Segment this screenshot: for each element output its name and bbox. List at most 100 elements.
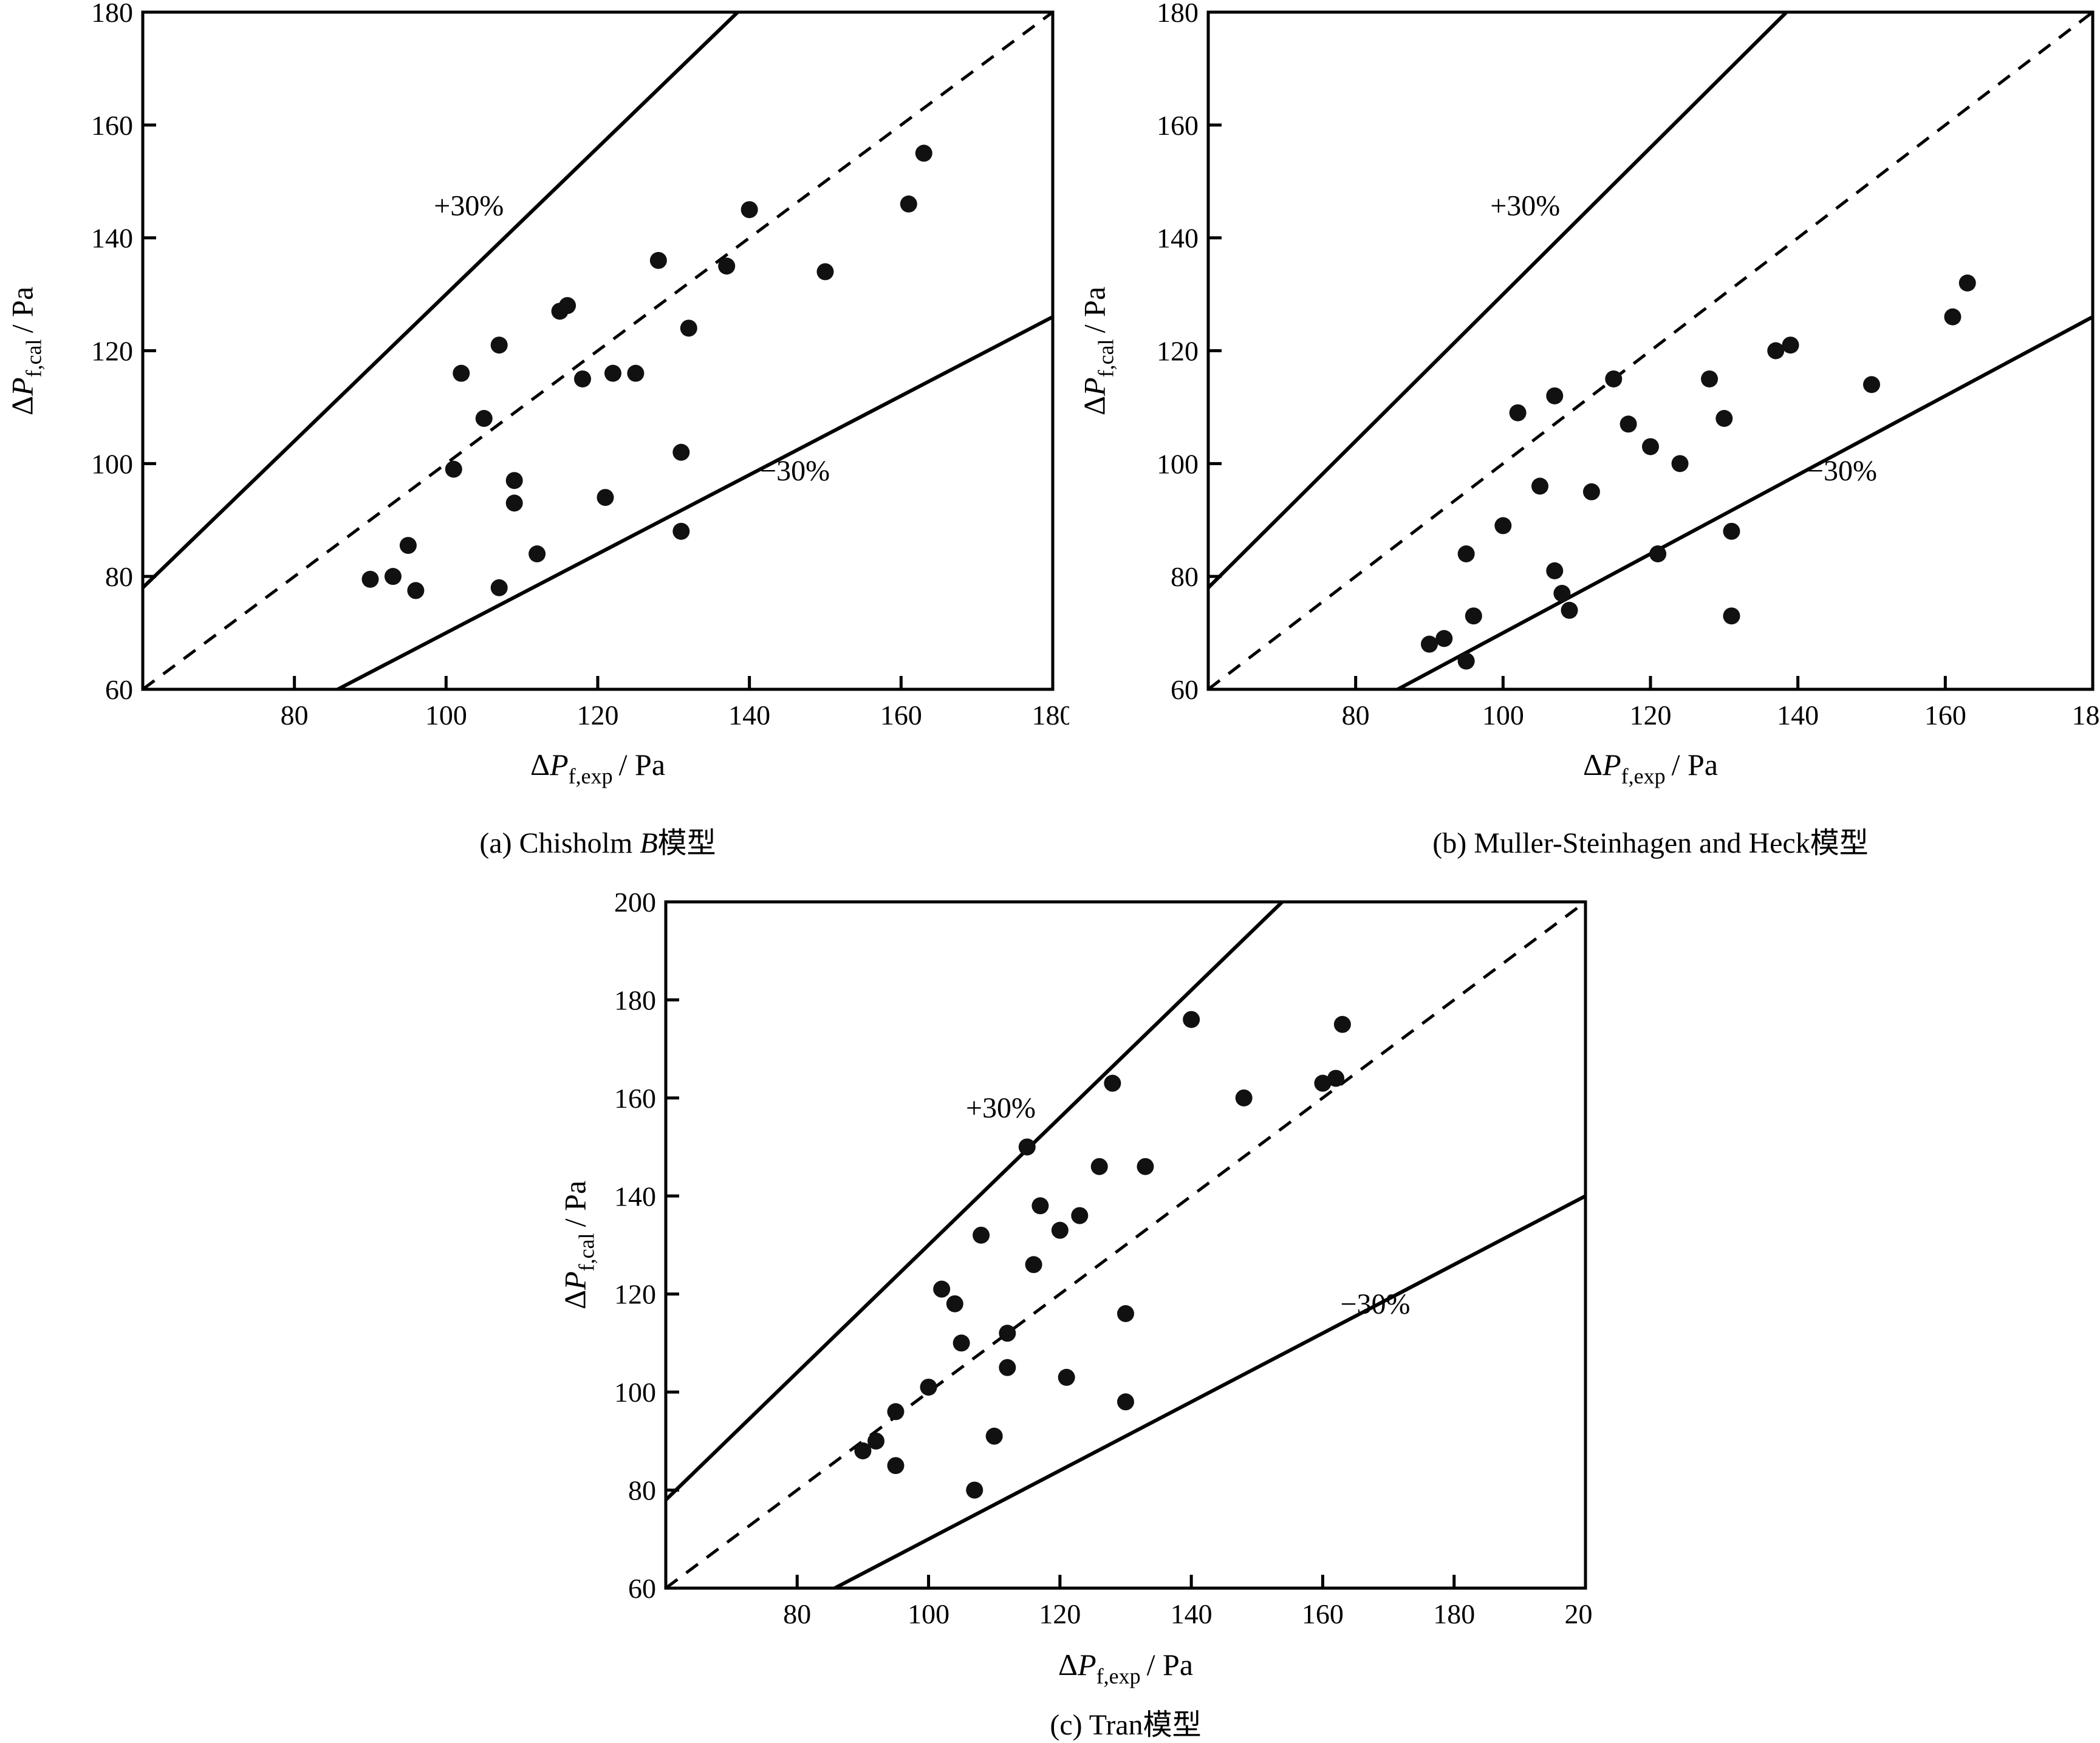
xlabel-delta: Δ bbox=[1058, 1648, 1078, 1682]
data-point bbox=[1672, 455, 1689, 472]
data-point bbox=[1620, 415, 1637, 432]
ylabel-symbol: P bbox=[1078, 377, 1112, 396]
data-point bbox=[597, 489, 614, 506]
caption-a: (a) Chisholm B模型 bbox=[143, 819, 1053, 861]
caption-b-prefix: (b) Muller-Steinhagen and Heck bbox=[1432, 827, 1810, 859]
y-tick-label: 80 bbox=[628, 1475, 656, 1506]
y-tick-label: 180 bbox=[1157, 0, 1199, 28]
y-tick-label: 160 bbox=[91, 110, 133, 141]
minus-30-line bbox=[1398, 317, 2093, 689]
plus-30-label: +30% bbox=[966, 1092, 1036, 1124]
x-tick-label: 100 bbox=[908, 1598, 949, 1629]
data-point bbox=[506, 472, 523, 489]
data-point bbox=[1701, 370, 1718, 387]
x-tick-label: 160 bbox=[1924, 700, 1966, 731]
data-point bbox=[1767, 343, 1784, 360]
data-point bbox=[741, 201, 758, 218]
xlabel-unit: / Pa bbox=[1147, 1648, 1193, 1682]
data-point bbox=[986, 1428, 1003, 1445]
ylabel-subscript: f,cal bbox=[575, 1233, 599, 1271]
y-axis-label-a: ΔPf,cal/ Pa bbox=[5, 287, 47, 415]
data-point bbox=[1583, 483, 1600, 500]
xlabel-delta: Δ bbox=[530, 748, 550, 782]
y-tick-label: 100 bbox=[91, 448, 133, 479]
caption-c-suffix: 模型 bbox=[1143, 1709, 1202, 1741]
data-point bbox=[1561, 602, 1578, 619]
data-point bbox=[1052, 1222, 1069, 1239]
panel-b: 801001201401601806080100120140160180+30%… bbox=[1031, 0, 2100, 862]
data-point bbox=[385, 568, 402, 585]
ylabel-unit: / Pa bbox=[1078, 287, 1112, 333]
data-point bbox=[966, 1482, 983, 1499]
chart-c-canvas: 8010012014016018020060801001201401601802… bbox=[522, 887, 1592, 1640]
y-tick-label: 160 bbox=[1157, 110, 1199, 141]
data-point bbox=[1058, 1369, 1075, 1386]
data-point bbox=[1183, 1011, 1200, 1028]
ylabel-delta: Δ bbox=[558, 1290, 592, 1309]
data-point bbox=[491, 336, 508, 353]
y-tick-label: 60 bbox=[628, 1573, 656, 1604]
caption-c: (c) Tran模型 bbox=[666, 1700, 1585, 1743]
data-point bbox=[888, 1457, 905, 1474]
data-point bbox=[491, 579, 508, 596]
x-tick-label: 180 bbox=[2072, 700, 2100, 731]
y-tick-label: 120 bbox=[1157, 336, 1199, 367]
data-point bbox=[1465, 607, 1482, 624]
data-point bbox=[1723, 523, 1740, 540]
xlabel-symbol: P bbox=[1602, 748, 1621, 782]
data-point bbox=[1117, 1305, 1134, 1322]
data-point bbox=[1863, 376, 1880, 393]
x-tick-label: 160 bbox=[1302, 1598, 1344, 1629]
data-point bbox=[1091, 1158, 1108, 1175]
y-tick-label: 180 bbox=[614, 984, 656, 1015]
caption-a-suffix: 模型 bbox=[658, 827, 716, 859]
y-tick-label: 180 bbox=[91, 0, 133, 28]
minus-30-label: −30% bbox=[760, 455, 830, 487]
data-point bbox=[1553, 585, 1570, 602]
data-point bbox=[1642, 438, 1659, 455]
data-point bbox=[1723, 607, 1740, 624]
data-point bbox=[1944, 309, 1961, 326]
data-point bbox=[1458, 653, 1475, 670]
caption-b: (b) Muller-Steinhagen and Heck模型 bbox=[1208, 819, 2093, 861]
data-point bbox=[1117, 1393, 1134, 1410]
plus-30-line bbox=[143, 12, 737, 588]
data-point bbox=[915, 145, 932, 162]
data-point bbox=[1494, 517, 1511, 534]
ylabel-symbol: P bbox=[5, 377, 39, 396]
data-point bbox=[1605, 370, 1622, 387]
data-point bbox=[453, 365, 470, 382]
data-point bbox=[900, 196, 917, 213]
x-tick-label: 140 bbox=[728, 700, 770, 731]
y-tick-label: 60 bbox=[105, 674, 133, 705]
data-point bbox=[362, 571, 379, 588]
y-tick-label: 140 bbox=[1157, 223, 1199, 254]
xlabel-unit: / Pa bbox=[1672, 748, 1718, 782]
y-axis-label-c: ΔPf,cal/ Pa bbox=[558, 1181, 600, 1309]
y-tick-label: 100 bbox=[1157, 448, 1199, 479]
data-point bbox=[476, 410, 493, 427]
x-axis-label-a: ΔPf,exp/ Pa bbox=[143, 747, 1053, 789]
data-point bbox=[400, 537, 417, 554]
data-point bbox=[1546, 562, 1563, 579]
x-tick-label: 120 bbox=[1630, 700, 1672, 731]
y-tick-label: 80 bbox=[105, 561, 133, 592]
data-point bbox=[867, 1433, 884, 1450]
data-point bbox=[1782, 336, 1799, 353]
data-point bbox=[718, 258, 735, 275]
caption-a-italic: B bbox=[640, 827, 657, 859]
plus-30-line bbox=[666, 902, 1282, 1500]
ylabel-unit: / Pa bbox=[5, 287, 39, 333]
y-tick-label: 140 bbox=[91, 223, 133, 254]
ylabel-delta: Δ bbox=[5, 396, 39, 415]
data-point bbox=[946, 1295, 963, 1312]
identity-line bbox=[666, 902, 1585, 1588]
data-point bbox=[1236, 1090, 1253, 1107]
ylabel-delta: Δ bbox=[1078, 396, 1112, 415]
data-point bbox=[933, 1281, 950, 1298]
y-tick-label: 120 bbox=[91, 336, 133, 367]
data-point bbox=[1327, 1070, 1344, 1087]
y-tick-label: 200 bbox=[614, 887, 656, 918]
